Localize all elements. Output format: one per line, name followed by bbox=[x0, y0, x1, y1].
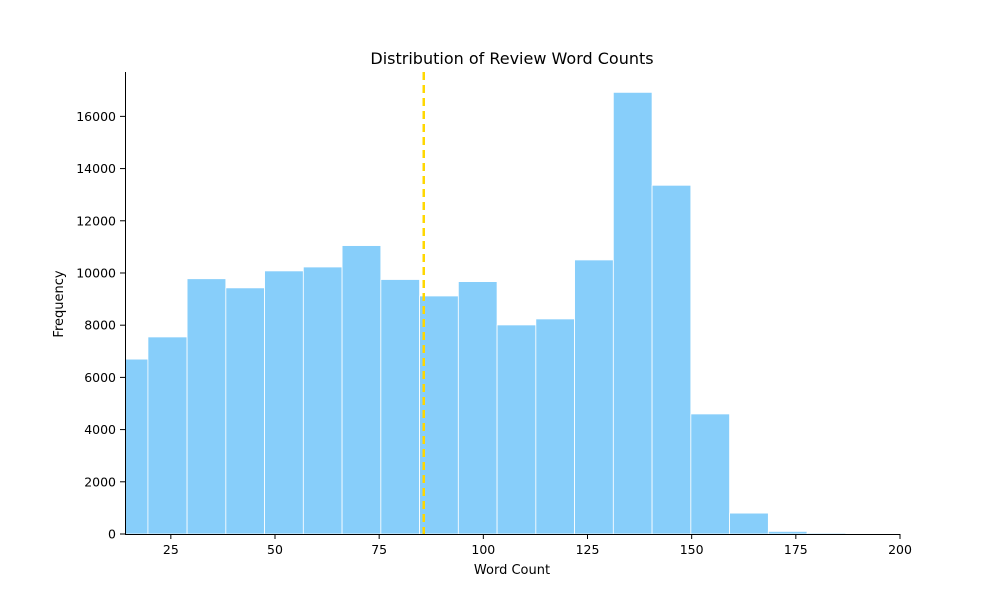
histogram-bar-12 bbox=[574, 259, 614, 535]
histogram-bar-1 bbox=[147, 336, 188, 535]
x-tick-label: 75 bbox=[371, 542, 387, 557]
y-tick-label: 2000 bbox=[84, 474, 116, 489]
histogram-bar-9 bbox=[457, 281, 498, 535]
x-axis-label: Word Count bbox=[474, 563, 550, 578]
y-tick-label: 10000 bbox=[76, 265, 116, 280]
histogram-bar-10 bbox=[496, 324, 537, 535]
y-ticks-group: 0 2000 4000 6000 8000 10000 12000 14000 16000 bbox=[76, 109, 125, 542]
y-tick-label: 8000 bbox=[84, 318, 116, 333]
y-tick-label: 6000 bbox=[84, 370, 116, 385]
histogram-bar-6 bbox=[341, 245, 382, 535]
chart-title: Distribution of Review Word Counts bbox=[370, 49, 653, 68]
histogram-bar-5 bbox=[302, 266, 343, 535]
y-tick-label: 14000 bbox=[76, 161, 116, 176]
x-tick-label: 175 bbox=[784, 542, 808, 557]
histogram-bar-4 bbox=[264, 270, 304, 535]
histogram-bar-13 bbox=[612, 91, 653, 535]
histogram-bar-17 bbox=[767, 530, 808, 535]
histogram-bar-7 bbox=[380, 279, 420, 535]
histogram-bar-0 bbox=[124, 358, 149, 535]
x-tick-label: 200 bbox=[888, 542, 912, 557]
histogram-bar-11 bbox=[535, 318, 575, 535]
y-tick-label: 12000 bbox=[76, 213, 116, 228]
y-axis-label: Frequency bbox=[52, 270, 67, 337]
y-tick-label: 0 bbox=[108, 527, 116, 542]
histogram-bar-14 bbox=[651, 184, 692, 535]
histogram-bar-8 bbox=[419, 295, 459, 535]
x-tick-label: 50 bbox=[267, 542, 283, 557]
x-ticks-group: 25 50 75 100 125 150 175 200 bbox=[163, 534, 912, 557]
histogram-bar-18 bbox=[806, 532, 847, 535]
histogram-bar-15 bbox=[690, 413, 730, 535]
y-tick-label: 16000 bbox=[76, 109, 116, 124]
x-tick-label: 25 bbox=[163, 542, 179, 557]
histogram-bar-3 bbox=[225, 287, 265, 535]
x-tick-label: 150 bbox=[680, 542, 704, 557]
y-tick-label: 4000 bbox=[84, 422, 116, 437]
histogram-bar-19 bbox=[845, 533, 885, 535]
histogram-bar-16 bbox=[729, 512, 769, 535]
bars-group bbox=[124, 91, 885, 535]
x-tick-label: 125 bbox=[576, 542, 600, 557]
x-tick-label: 100 bbox=[471, 542, 495, 557]
histogram-bar-2 bbox=[186, 278, 227, 535]
